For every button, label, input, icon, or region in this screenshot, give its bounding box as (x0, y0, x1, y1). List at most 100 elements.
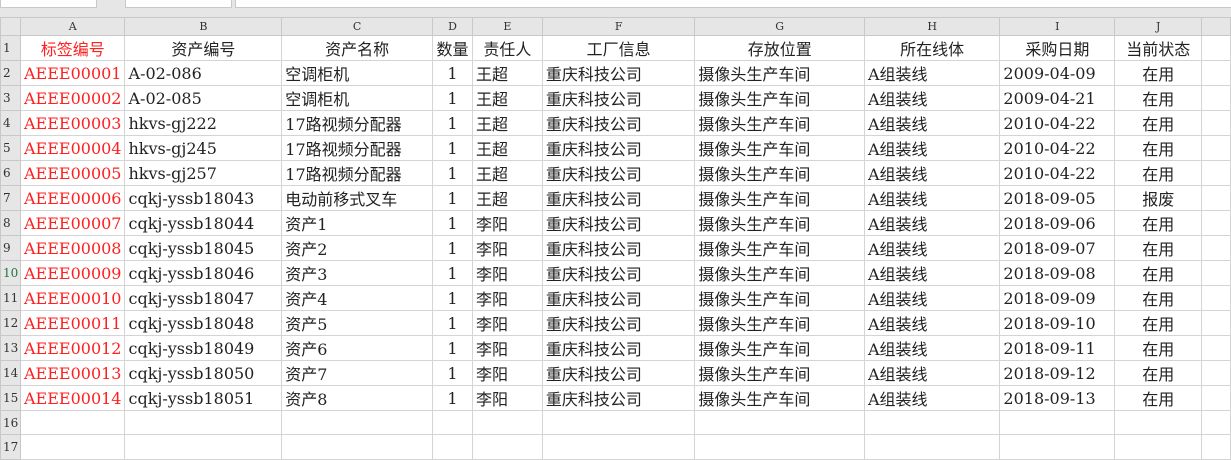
cell-D13[interactable]: 1 (432, 335, 473, 361)
cell-H9[interactable]: A组装线 (863, 235, 1001, 261)
cell-F8[interactable]: 重庆科技公司 (541, 210, 696, 236)
cell-J7[interactable]: 报废 (1114, 185, 1203, 211)
row-header[interactable]: 13 (0, 335, 21, 361)
cell-I10[interactable]: 2018-09-08 (999, 260, 1116, 286)
cell-B12[interactable]: cqkj-yssb18048 (124, 310, 283, 336)
formula-buttons[interactable] (125, 0, 232, 8)
cell-G6[interactable]: 摄像头生产车间 (694, 160, 865, 186)
cell-J10[interactable]: 在用 (1114, 260, 1203, 286)
cell-E2[interactable]: 王超 (472, 60, 543, 86)
cell-extra[interactable] (1201, 385, 1231, 411)
column-header-D[interactable]: D (432, 17, 473, 36)
column-header-F[interactable]: F (541, 17, 696, 36)
cell-F10[interactable]: 重庆科技公司 (541, 260, 696, 286)
cell-A2[interactable]: AEEE00001 (19, 60, 126, 86)
row-header[interactable]: 17 (0, 434, 21, 460)
cell-extra[interactable] (1201, 185, 1231, 211)
cell-extra[interactable] (1201, 434, 1231, 460)
cell-B2[interactable]: A-02-086 (124, 60, 283, 86)
cell-G4[interactable]: 摄像头生产车间 (694, 110, 865, 136)
cell-I8[interactable]: 2018-09-06 (999, 210, 1116, 236)
cell-B16[interactable] (124, 409, 283, 436)
column-header-H[interactable]: H (863, 17, 1001, 36)
cell-A6[interactable]: AEEE00005 (19, 160, 126, 186)
cell-I16[interactable] (999, 409, 1116, 436)
name-box[interactable] (0, 0, 97, 8)
cell-B1[interactable]: 资产编号 (124, 35, 283, 61)
cell-E15[interactable]: 李阳 (472, 385, 543, 411)
cell-F6[interactable]: 重庆科技公司 (541, 160, 696, 186)
cell-A12[interactable]: AEEE00011 (19, 310, 126, 336)
cell-A7[interactable]: AEEE00006 (19, 185, 126, 211)
cell-C10[interactable]: 资产3 (281, 260, 434, 286)
row-header[interactable]: 3 (0, 85, 21, 111)
cell-J9[interactable]: 在用 (1114, 235, 1203, 261)
cell-extra[interactable] (1201, 210, 1231, 236)
row-header[interactable]: 5 (0, 135, 21, 161)
cell-extra[interactable] (1201, 360, 1231, 386)
cell-J13[interactable]: 在用 (1114, 335, 1203, 361)
cell-H5[interactable]: A组装线 (863, 135, 1001, 161)
row-header[interactable]: 7 (0, 185, 21, 211)
cell-A10[interactable]: AEEE00009 (19, 260, 126, 286)
cell-D7[interactable]: 1 (432, 185, 473, 211)
cell-E13[interactable]: 李阳 (472, 335, 543, 361)
cell-A1[interactable]: 标签编号 (19, 35, 126, 61)
cell-C11[interactable]: 资产4 (281, 285, 434, 311)
cell-H15[interactable]: A组装线 (863, 385, 1001, 411)
cell-A9[interactable]: AEEE00008 (19, 235, 126, 261)
cell-G2[interactable]: 摄像头生产车间 (694, 60, 865, 86)
cell-F5[interactable]: 重庆科技公司 (541, 135, 696, 161)
cell-B5[interactable]: hkvs-gj245 (124, 135, 283, 161)
cell-J5[interactable]: 在用 (1114, 135, 1203, 161)
cell-H16[interactable] (863, 409, 1001, 436)
cell-B3[interactable]: A-02-085 (124, 85, 283, 111)
cell-extra[interactable] (1201, 110, 1231, 136)
cell-C17[interactable] (281, 434, 434, 460)
cell-C8[interactable]: 资产1 (281, 210, 434, 236)
cell-J8[interactable]: 在用 (1114, 210, 1203, 236)
cell-extra[interactable] (1201, 135, 1231, 161)
cell-G1[interactable]: 存放位置 (694, 35, 865, 61)
cell-A5[interactable]: AEEE00004 (19, 135, 126, 161)
column-header-extra[interactable] (1201, 17, 1231, 36)
cell-J17[interactable] (1114, 434, 1203, 460)
cell-I17[interactable] (999, 434, 1116, 460)
row-header[interactable]: 8 (0, 210, 21, 236)
cell-H4[interactable]: A组装线 (863, 110, 1001, 136)
cell-I2[interactable]: 2009-04-09 (999, 60, 1116, 86)
cell-D10[interactable]: 1 (432, 260, 473, 286)
cell-F17[interactable] (541, 434, 696, 460)
row-header[interactable]: 15 (0, 385, 21, 411)
cell-H13[interactable]: A组装线 (863, 335, 1001, 361)
cell-I3[interactable]: 2009-04-21 (999, 85, 1116, 111)
cell-A8[interactable]: AEEE00007 (19, 210, 126, 236)
cell-C15[interactable]: 资产8 (281, 385, 434, 411)
cell-F7[interactable]: 重庆科技公司 (541, 185, 696, 211)
cell-C6[interactable]: 17路视频分配器 (281, 160, 434, 186)
cell-H11[interactable]: A组装线 (863, 285, 1001, 311)
cell-D11[interactable]: 1 (432, 285, 473, 311)
cell-A14[interactable]: AEEE00013 (19, 360, 126, 386)
cell-H8[interactable]: A组装线 (863, 210, 1001, 236)
cell-D6[interactable]: 1 (432, 160, 473, 186)
cell-E14[interactable]: 李阳 (472, 360, 543, 386)
cell-D1[interactable]: 数量 (432, 35, 473, 61)
cell-F3[interactable]: 重庆科技公司 (541, 85, 696, 111)
cell-G9[interactable]: 摄像头生产车间 (694, 235, 865, 261)
cell-extra[interactable] (1201, 85, 1231, 111)
cell-E10[interactable]: 李阳 (472, 260, 543, 286)
cell-H2[interactable]: A组装线 (863, 60, 1001, 86)
cell-G13[interactable]: 摄像头生产车间 (694, 335, 865, 361)
cell-F9[interactable]: 重庆科技公司 (541, 235, 696, 261)
cell-A11[interactable]: AEEE00010 (19, 285, 126, 311)
cell-C12[interactable]: 资产5 (281, 310, 434, 336)
cell-C2[interactable]: 空调柜机 (281, 60, 434, 86)
cell-D9[interactable]: 1 (432, 235, 473, 261)
row-header[interactable]: 14 (0, 360, 21, 386)
cell-E7[interactable]: 王超 (472, 185, 543, 211)
cell-H17[interactable] (863, 434, 1001, 460)
cell-D8[interactable]: 1 (432, 210, 473, 236)
cell-extra[interactable] (1201, 235, 1231, 261)
row-header[interactable]: 9 (0, 235, 21, 261)
